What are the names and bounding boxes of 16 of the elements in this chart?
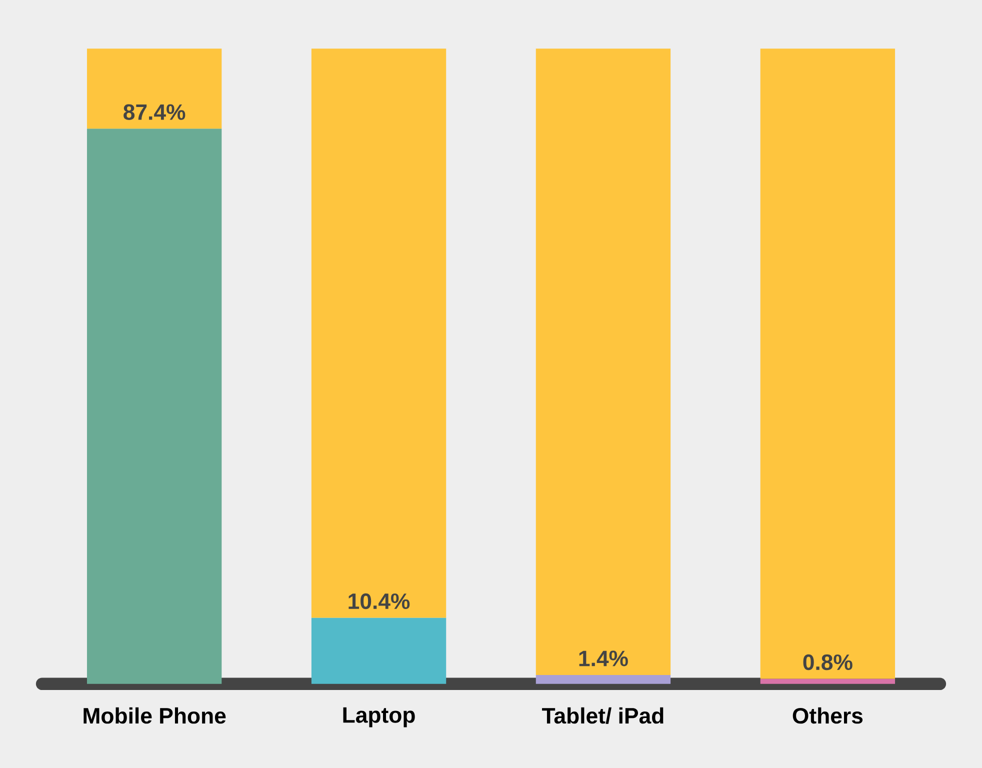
bar xyxy=(536,48,671,675)
x-tick-label: Others xyxy=(792,707,863,724)
bar xyxy=(760,48,896,679)
data-label: 0.8% xyxy=(803,654,852,670)
x-tick-label: Tablet/ iPad xyxy=(542,707,664,724)
bar xyxy=(86,128,222,684)
x-tick-label: Laptop xyxy=(343,707,415,728)
bar xyxy=(536,674,671,684)
bar xyxy=(311,618,446,684)
x-tick-label: Mobile Phone xyxy=(84,707,226,724)
bar xyxy=(311,48,446,618)
bar xyxy=(760,678,896,684)
bar xyxy=(86,48,222,129)
data-label: 87.4% xyxy=(124,104,186,120)
data-label: 10.4% xyxy=(348,593,410,610)
data-label: 1.4% xyxy=(579,650,628,666)
